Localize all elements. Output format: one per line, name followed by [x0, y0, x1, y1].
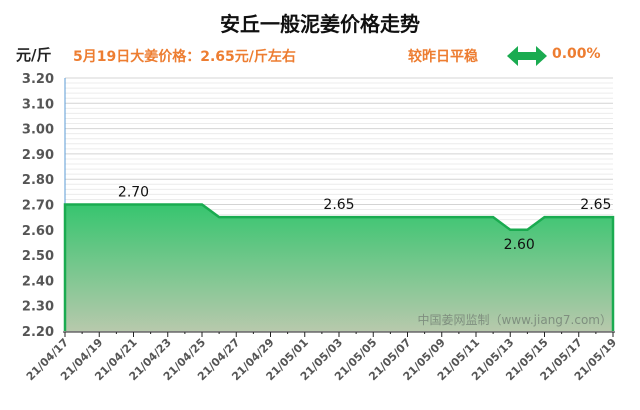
svg-text:3.20: 3.20 [22, 72, 54, 87]
left-right-arrow-icon [507, 46, 547, 66]
svg-text:2.70: 2.70 [22, 199, 54, 214]
price-area [63, 203, 615, 331]
svg-text:2.20: 2.20 [22, 325, 54, 340]
y-axis: 3.20 3.10 3.00 2.90 2.80 2.70 2.60 2.50 2.40 2.30… [22, 72, 66, 340]
svg-text:3.00: 3.00 [22, 123, 54, 138]
watermark: 中国姜网监制（www.jiang7.com） [418, 312, 612, 327]
svg-text:2.65: 2.65 [323, 197, 354, 213]
change-value: 0.00% [552, 46, 601, 62]
svg-text:2.90: 2.90 [22, 148, 54, 163]
x-axis: 21/04/1721/04/1921/04/2121/04/2321/04/25… [24, 331, 619, 383]
change-label: 较昨日平稳 [408, 49, 478, 65]
chart-title: 安丘一般泥姜价格走势 [220, 12, 420, 36]
svg-text:2.40: 2.40 [22, 274, 54, 289]
price-note: 5月19日大姜价格：2.65元/斤左右 [73, 49, 296, 65]
svg-text:2.30: 2.30 [22, 300, 54, 315]
svg-text:2.60: 2.60 [504, 237, 535, 253]
data-labels: 2.70 2.65 2.60 2.65 [118, 185, 612, 253]
y-axis-unit: 元/斤 [16, 46, 52, 64]
svg-text:3.10: 3.10 [22, 97, 54, 112]
svg-text:2.70: 2.70 [118, 185, 149, 201]
svg-text:2.65: 2.65 [580, 197, 611, 213]
svg-text:2.80: 2.80 [22, 173, 54, 188]
svg-text:2.60: 2.60 [22, 224, 54, 239]
svg-text:2.50: 2.50 [22, 249, 54, 264]
